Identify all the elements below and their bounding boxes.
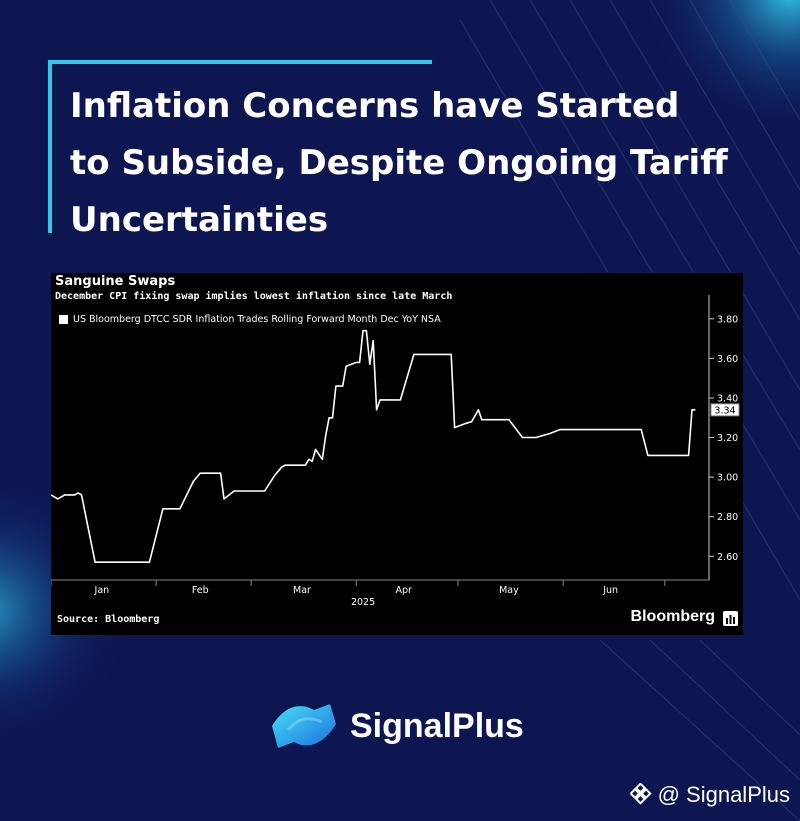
x-tick-label: May bbox=[499, 585, 519, 596]
bloomberg-chart-icon bbox=[723, 611, 738, 626]
accent-bar-top bbox=[48, 60, 432, 64]
y-tick-label: 3.60 bbox=[717, 354, 738, 365]
line-chart: 3.80 3.60 3.40 3.20 3.00 2.80 2.60 Jan Feb Mar Apr… bbox=[51, 295, 740, 608]
signalplus-wave-icon bbox=[272, 704, 336, 748]
y-tick-label: 2.60 bbox=[717, 552, 738, 563]
x-tick-label: Mar bbox=[293, 585, 311, 596]
chart-title: Sanguine Swaps bbox=[55, 274, 176, 289]
y-tick-label: 3.40 bbox=[717, 393, 738, 404]
x-tick-label: Feb bbox=[192, 585, 209, 596]
x-tick-label: Jan bbox=[94, 585, 110, 596]
y-tick-label: 3.80 bbox=[717, 314, 738, 325]
watermark: @ SignalPlus bbox=[629, 782, 790, 808]
x-year-label: 2025 bbox=[351, 597, 375, 608]
last-value-label: 3.34 bbox=[714, 405, 735, 416]
legend-entry: US Bloomberg DTCC SDR Inflation Trades R… bbox=[73, 314, 441, 325]
signalplus-brand: SignalPlus bbox=[270, 700, 524, 752]
chart-subtitle: December CPI fixing swap implies lowest … bbox=[55, 291, 453, 302]
watermark-handle: @ SignalPlus bbox=[657, 782, 790, 807]
y-tick-label: 2.80 bbox=[717, 512, 738, 523]
x-tick-label: Jun bbox=[602, 585, 618, 596]
series-line bbox=[51, 329, 696, 564]
chart-source: Source: Bloomberg bbox=[57, 614, 160, 625]
last-value-box bbox=[710, 403, 740, 417]
accent-bar-left bbox=[48, 60, 52, 233]
y-tick-label: 3.20 bbox=[717, 433, 738, 444]
chart-card: Sanguine Swaps December CPI fixing swap … bbox=[51, 273, 743, 635]
bloomberg-logo: Bloomberg bbox=[630, 608, 715, 625]
chart-legend: US Bloomberg DTCC SDR Inflation Trades R… bbox=[59, 314, 441, 325]
diamond-icon bbox=[629, 783, 652, 805]
headline: Inflation Concerns have Started to Subsi… bbox=[70, 86, 728, 240]
legend-swatch bbox=[59, 315, 68, 324]
brand-name: SignalPlus bbox=[350, 706, 524, 745]
x-tick-label: Apr bbox=[396, 585, 413, 596]
y-tick-label: 3.00 bbox=[717, 473, 738, 484]
